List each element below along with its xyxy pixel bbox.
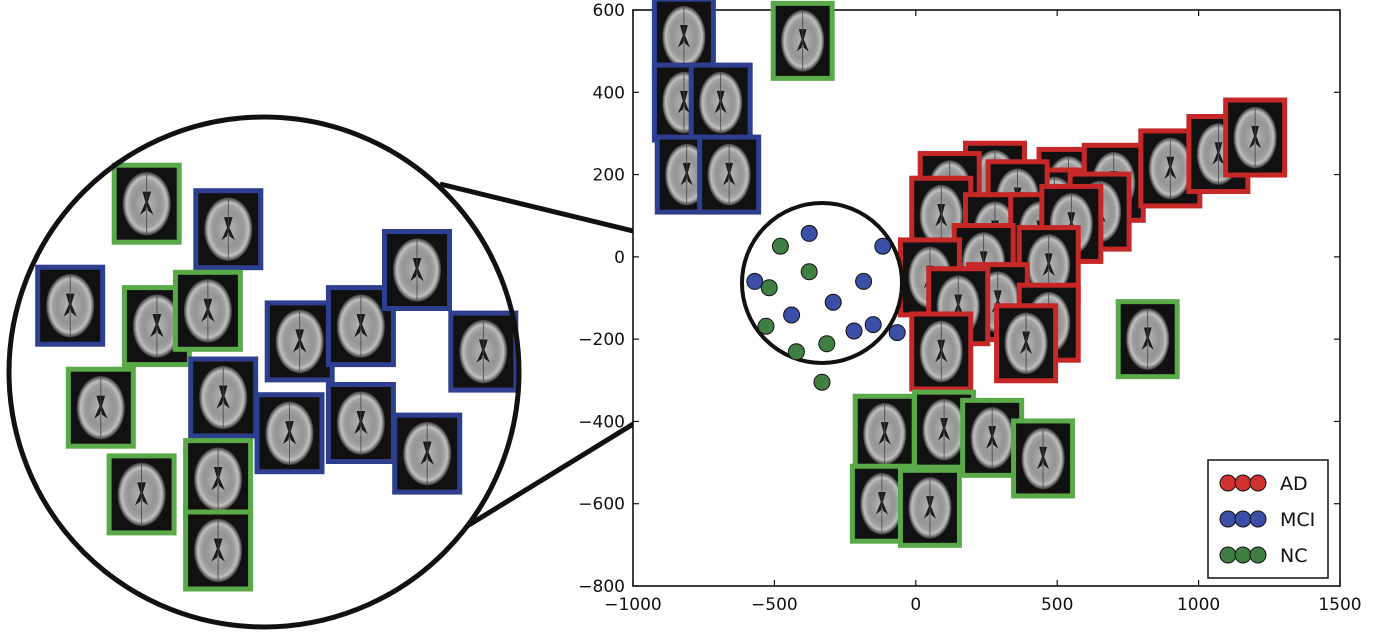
- legend-marker-nc: [1249, 546, 1267, 564]
- inset-thumbnail-mci: [35, 264, 106, 347]
- inset-thumbnail-mci: [254, 392, 325, 475]
- point-mci: [874, 237, 892, 255]
- y-tick-label: −200: [578, 330, 625, 350]
- legend-marker-ad: [1234, 474, 1252, 492]
- inset-thumbnail-mci: [448, 310, 519, 393]
- x-tick-label: 1500: [1318, 595, 1361, 615]
- thumbnail-nc: [770, 0, 835, 81]
- y-tick-label: 600: [593, 1, 625, 21]
- legend-marker-mci: [1234, 510, 1252, 528]
- y-tick-label: −600: [578, 495, 625, 515]
- inset-thumbnail-mci: [264, 300, 335, 383]
- inset-thumbnail-nc: [172, 269, 243, 352]
- x-tick-label: −500: [751, 595, 798, 615]
- inset-thumbnail-mci: [325, 382, 396, 464]
- legend-label-nc: NC: [1280, 545, 1307, 567]
- y-tick-label: −400: [578, 412, 625, 432]
- inset-thumbnail-nc: [183, 509, 254, 592]
- legend-marker-ad: [1249, 474, 1267, 492]
- inset-thumbnail-nc: [183, 438, 254, 521]
- point-nc: [757, 317, 775, 335]
- thumbnail-ad: [909, 311, 974, 392]
- inset-thumbnail-mci: [392, 412, 463, 495]
- zoom-inset: [6, 114, 522, 630]
- main-thumbnails: [651, 0, 1288, 548]
- thumbnail-nc: [1011, 418, 1076, 499]
- zoom-circle-small: [740, 201, 906, 391]
- x-tick-label: 500: [1041, 595, 1073, 615]
- legend-marker-mci: [1249, 510, 1267, 528]
- y-tick-label: 0: [614, 248, 625, 268]
- legend-label-ad: AD: [1280, 473, 1308, 495]
- thumbnail-ad: [994, 303, 1059, 384]
- inset-circle-outline: [6, 114, 522, 630]
- legend-label-mci: MCI: [1280, 509, 1315, 531]
- y-tick-label: 200: [593, 166, 625, 186]
- inset-thumbnail-nc: [65, 366, 136, 449]
- y-tick-label: 400: [593, 83, 625, 103]
- point-nc: [818, 335, 836, 353]
- point-mci: [845, 322, 863, 340]
- point-mci: [864, 316, 882, 334]
- point-mci: [800, 224, 818, 242]
- thumbnail-nc: [852, 393, 917, 474]
- inset-thumbnail-nc: [106, 453, 177, 536]
- x-tick-label: 0: [910, 595, 921, 615]
- thumbnail-ad: [1223, 97, 1288, 178]
- legend-marker-mci: [1219, 510, 1237, 528]
- x-tick-label: 1000: [1177, 595, 1220, 615]
- point-nc: [813, 373, 831, 391]
- inset-thumbnail-nc: [111, 162, 182, 245]
- legend-marker-ad: [1219, 474, 1237, 492]
- thumbnail-mci: [651, 0, 716, 77]
- thumbnail-mci: [688, 62, 753, 143]
- thumbnail-nc: [960, 397, 1025, 478]
- point-mci: [746, 272, 764, 290]
- thumbnail-mci: [697, 134, 762, 215]
- point-mci: [855, 272, 873, 290]
- legend-marker-nc: [1234, 546, 1252, 564]
- thumbnail-nc: [1115, 299, 1180, 380]
- inset-thumbnail-mci: [188, 356, 259, 439]
- legend: AD MCI NC: [1207, 459, 1329, 579]
- point-mci: [824, 293, 842, 311]
- point-nc: [771, 237, 789, 255]
- x-tick-label: −1000: [604, 595, 662, 615]
- inset-thumbnail-mci: [382, 229, 452, 311]
- point-nc: [800, 263, 818, 281]
- point-mci: [783, 306, 801, 324]
- legend-marker-nc: [1219, 546, 1237, 564]
- point-nc: [787, 343, 805, 361]
- inset-thumbnails: [35, 162, 519, 592]
- point-nc: [760, 279, 778, 297]
- point-mci: [888, 324, 906, 342]
- thumbnail-nc: [897, 467, 962, 548]
- inset-thumbnail-mci: [193, 188, 264, 271]
- y-tick-label: −800: [578, 577, 625, 597]
